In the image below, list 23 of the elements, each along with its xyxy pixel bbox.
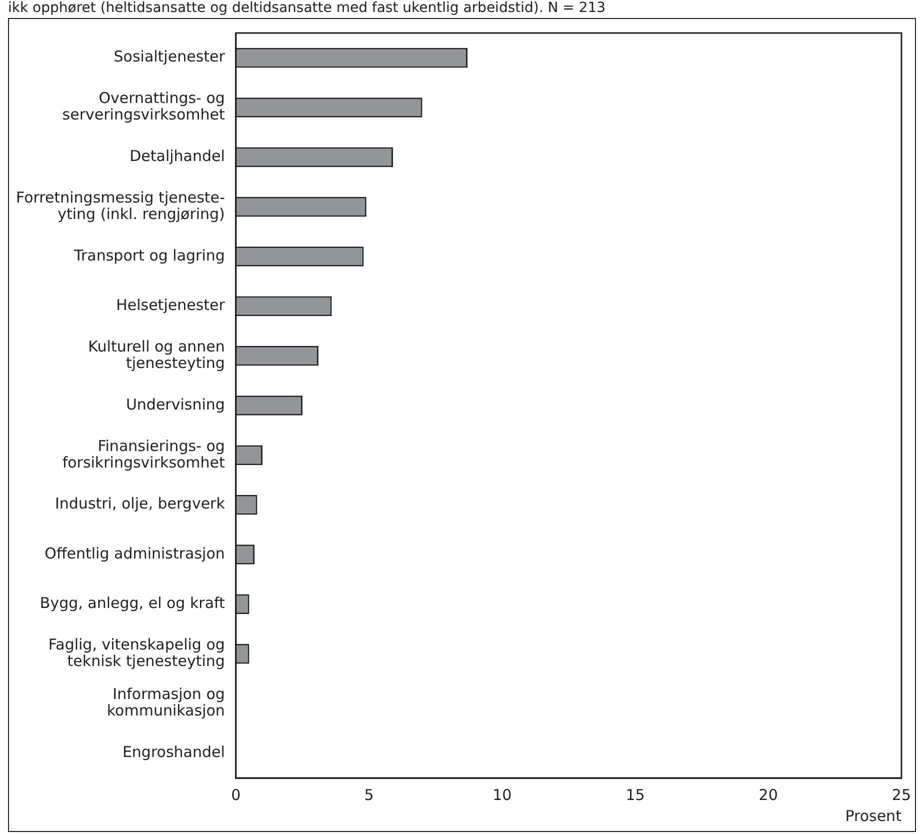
y-tick-label: Overnattings- og serveringsvirksomhet [62, 89, 226, 124]
x-tick-label: 15 [626, 786, 645, 804]
y-tick-label: Helsetjenester [116, 296, 226, 314]
x-tick-label: 25 [892, 786, 912, 804]
y-tick-label: Kulturell og annen tjenesteyting [88, 337, 225, 372]
y-tick-label: Forretningsmessig tjeneste- yting (inkl. rengjøring) [16, 188, 225, 223]
y-tick-label: Undervisning [126, 395, 225, 414]
x-tick-label: 10 [492, 786, 512, 804]
y-tick-label: Transport og lagring [73, 246, 225, 264]
y-tick-label: Industri, olje, bergverk [54, 494, 226, 513]
y-tick-label: Detaljhandel [130, 147, 225, 166]
y-tick-label: Faglig, vitenskapelig og teknisk tjenesteyting [48, 635, 225, 670]
y-tick-label: Bygg, anlegg, el og kraft [40, 594, 226, 612]
y-tick-label: Informasjon og kommunikasjon [106, 685, 225, 720]
x-tick-label: 0 [231, 786, 241, 804]
y-tick-label: Finansierings- og forsikringsvirksomhet [62, 436, 226, 472]
y-tick-label: Offentlig administrasjon [44, 544, 225, 562]
x-axis-title: Prosent [845, 806, 902, 825]
y-tick-label: Engroshandel [122, 743, 225, 762]
chart-title: ikk opphøret (heltidsansatte og deltidsansatte med fast ukentlig arbeidstid). N = 213 [8, 0, 606, 17]
x-tick-label: 20 [758, 786, 778, 804]
x-tick-label: 5 [364, 786, 374, 804]
y-tick-label: Sosialtjenester [114, 48, 226, 66]
